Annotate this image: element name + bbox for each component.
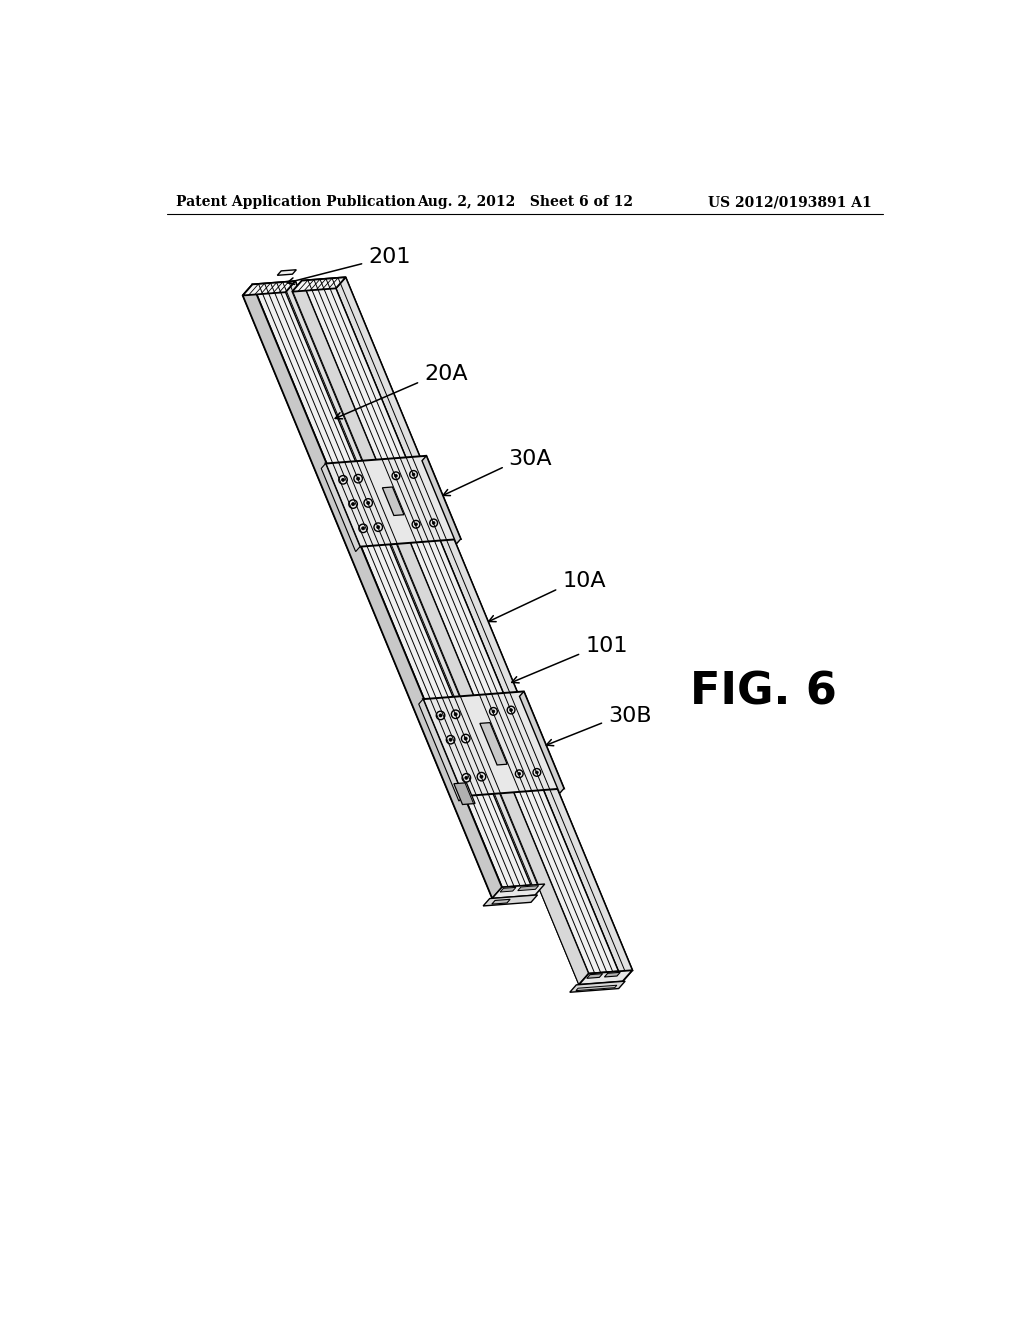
Circle shape xyxy=(415,523,418,525)
Circle shape xyxy=(439,714,442,717)
Text: 10A: 10A xyxy=(562,572,606,591)
Circle shape xyxy=(465,776,468,779)
Polygon shape xyxy=(483,895,538,906)
Polygon shape xyxy=(326,455,461,546)
Polygon shape xyxy=(579,970,633,985)
Circle shape xyxy=(432,521,435,524)
Circle shape xyxy=(351,503,354,506)
Text: Patent Application Publication: Patent Application Publication xyxy=(176,195,416,210)
Polygon shape xyxy=(322,463,360,552)
Polygon shape xyxy=(336,277,633,981)
Circle shape xyxy=(536,771,539,774)
Polygon shape xyxy=(278,269,296,276)
Text: 201: 201 xyxy=(369,247,411,267)
Polygon shape xyxy=(292,281,589,985)
Polygon shape xyxy=(419,700,463,801)
Circle shape xyxy=(413,473,415,475)
Polygon shape xyxy=(454,783,475,804)
Polygon shape xyxy=(480,722,507,766)
Circle shape xyxy=(377,525,380,529)
Circle shape xyxy=(394,474,397,477)
Circle shape xyxy=(361,527,365,529)
Text: FIG. 6: FIG. 6 xyxy=(690,671,837,714)
Polygon shape xyxy=(569,981,626,993)
Polygon shape xyxy=(423,692,564,796)
Circle shape xyxy=(450,738,453,742)
Polygon shape xyxy=(492,899,510,904)
Circle shape xyxy=(464,737,467,741)
Text: 20A: 20A xyxy=(424,364,468,384)
Polygon shape xyxy=(243,281,295,296)
Text: 30B: 30B xyxy=(608,706,651,726)
Polygon shape xyxy=(493,884,545,899)
Circle shape xyxy=(356,477,359,480)
Polygon shape xyxy=(575,985,616,990)
Polygon shape xyxy=(243,284,502,899)
Polygon shape xyxy=(519,692,564,793)
Polygon shape xyxy=(587,974,602,978)
Polygon shape xyxy=(243,292,535,899)
Polygon shape xyxy=(292,277,346,292)
Circle shape xyxy=(480,775,483,779)
Polygon shape xyxy=(253,281,545,887)
Polygon shape xyxy=(604,973,621,977)
Text: 30A: 30A xyxy=(509,449,552,469)
Polygon shape xyxy=(292,288,623,985)
Polygon shape xyxy=(422,455,461,544)
Polygon shape xyxy=(518,886,539,891)
Circle shape xyxy=(510,709,512,711)
Circle shape xyxy=(518,772,520,775)
Circle shape xyxy=(341,478,345,482)
Text: 101: 101 xyxy=(585,636,628,656)
Circle shape xyxy=(493,710,495,713)
Text: Aug. 2, 2012   Sheet 6 of 12: Aug. 2, 2012 Sheet 6 of 12 xyxy=(417,195,633,210)
Polygon shape xyxy=(382,487,403,516)
Circle shape xyxy=(454,713,457,715)
Polygon shape xyxy=(500,887,516,892)
Circle shape xyxy=(367,502,370,504)
Text: US 2012/0193891 A1: US 2012/0193891 A1 xyxy=(709,195,872,210)
Polygon shape xyxy=(286,281,545,895)
Polygon shape xyxy=(302,277,633,974)
